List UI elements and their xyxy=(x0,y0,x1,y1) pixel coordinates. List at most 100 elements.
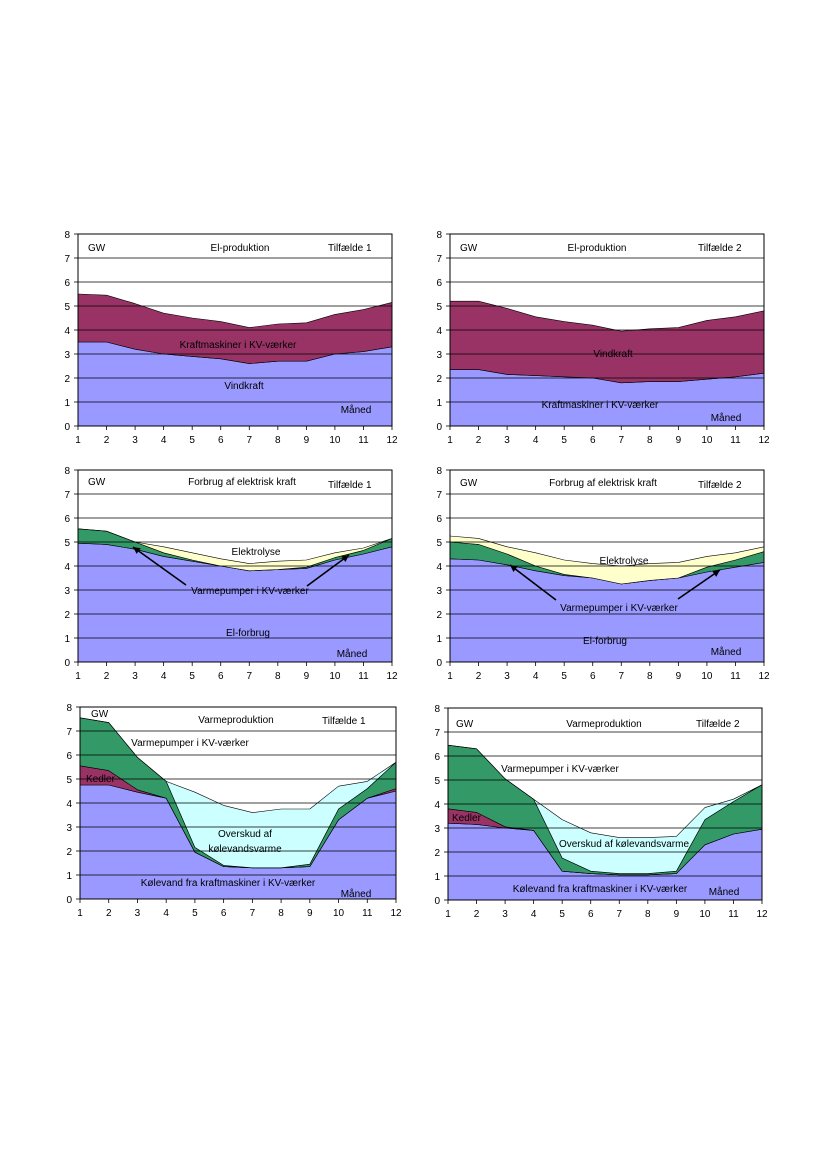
y-tick-label: 3 xyxy=(436,350,442,361)
x-tick-label: 9 xyxy=(676,435,682,446)
series-label: Elektrolyse xyxy=(232,547,281,558)
series-label: Kedler xyxy=(452,813,482,824)
x-tick-label: 9 xyxy=(304,671,310,682)
x-tick-label: 12 xyxy=(386,671,398,682)
y-tick-label: 5 xyxy=(64,538,70,549)
x-tick-label: 5 xyxy=(192,908,198,919)
series-label: Elektrolyse xyxy=(600,556,649,567)
x-tick-label: 10 xyxy=(701,435,713,446)
y-tick-label: 4 xyxy=(434,800,440,811)
chart-title: Varmeproduktion xyxy=(198,715,273,726)
x-tick-label: 10 xyxy=(701,671,713,682)
y-tick-label: 2 xyxy=(434,848,440,859)
annotation-arrow-3-1 xyxy=(306,554,350,587)
y-tick-label: 6 xyxy=(436,278,442,289)
x-tick-label: 9 xyxy=(674,909,680,920)
x-axis-label: Måned xyxy=(709,886,740,898)
x-tick-label: 7 xyxy=(618,671,624,682)
x-tick-label: 2 xyxy=(106,908,112,919)
x-tick-label: 3 xyxy=(504,435,510,446)
y-tick-label: 4 xyxy=(64,326,70,337)
x-tick-label: 6 xyxy=(588,909,594,920)
unit-label: GW xyxy=(88,477,106,488)
y-tick-label: 4 xyxy=(64,562,70,573)
annotation-arrow-4-0 xyxy=(509,564,557,601)
x-tick-label: 2 xyxy=(104,671,110,682)
y-tick-label: 6 xyxy=(64,514,70,525)
annotation-arrowhead-3-1 xyxy=(341,555,349,562)
x-tick-label: 4 xyxy=(533,435,539,446)
x-tick-label: 5 xyxy=(189,435,195,446)
y-tick-label: 0 xyxy=(66,895,72,906)
y-tick-label: 6 xyxy=(66,751,72,762)
y-tick-label: 8 xyxy=(66,703,72,714)
y-tick-label: 4 xyxy=(66,799,72,810)
y-tick-label: 7 xyxy=(64,490,70,501)
annotation-arrowhead-3-0 xyxy=(133,547,141,554)
x-axis-label: Måned xyxy=(341,888,372,900)
x-tick-label: 5 xyxy=(561,435,567,446)
y-tick-label: 2 xyxy=(66,847,72,858)
case-label: Tilfælde 2 xyxy=(696,719,740,730)
x-tick-label: 9 xyxy=(676,671,682,682)
y-tick-label: 5 xyxy=(64,302,70,313)
annotation-arrow-4-1 xyxy=(677,569,721,600)
y-tick-label: 7 xyxy=(66,727,72,738)
x-tick-label: 8 xyxy=(647,671,653,682)
y-tick-label: 3 xyxy=(64,586,70,597)
y-tick-label: 1 xyxy=(64,634,70,645)
series-label: Kraftmaskiner i KV-værker xyxy=(180,340,297,351)
x-axis-label: Måned xyxy=(337,648,368,660)
y-tick-label: 0 xyxy=(436,422,442,433)
chart-title: El-produktion xyxy=(568,243,627,254)
x-tick-label: 3 xyxy=(135,908,141,919)
y-tick-label: 0 xyxy=(64,422,70,433)
x-tick-label: 8 xyxy=(645,909,651,920)
unit-label: GW xyxy=(91,709,109,720)
y-tick-label: 1 xyxy=(434,872,440,883)
unit-label: GW xyxy=(456,719,474,730)
unit-label: GW xyxy=(88,243,106,254)
x-tick-label: 11 xyxy=(358,671,369,682)
x-tick-label: 7 xyxy=(616,909,622,920)
series-label: Varmepumper i KV-værker xyxy=(131,738,249,749)
series-label: Kraftmaskiner i KV-værker xyxy=(542,400,659,411)
x-tick-label: 8 xyxy=(647,435,653,446)
x-tick-label: 12 xyxy=(758,671,770,682)
annotation-label: Varmepumper i KV-værker xyxy=(191,586,309,597)
x-tick-label: 10 xyxy=(699,909,711,920)
x-tick-label: 12 xyxy=(390,908,402,919)
x-tick-label: 5 xyxy=(561,671,567,682)
y-tick-label: 6 xyxy=(434,752,440,763)
y-tick-label: 2 xyxy=(64,374,70,385)
x-tick-label: 5 xyxy=(559,909,565,920)
x-tick-label: 4 xyxy=(161,671,167,682)
x-tick-label: 11 xyxy=(730,435,741,446)
series-label-line2: kølevandsvarme xyxy=(208,844,282,855)
x-tick-label: 2 xyxy=(476,435,482,446)
x-tick-label: 4 xyxy=(531,909,537,920)
y-tick-label: 8 xyxy=(64,466,70,477)
annotation-arrowhead-4-1 xyxy=(712,570,720,577)
chart-title: Forbrug af elektrisk kraft xyxy=(549,478,657,489)
x-tick-label: 1 xyxy=(77,908,83,919)
y-tick-label: 6 xyxy=(64,278,70,289)
y-tick-label: 8 xyxy=(436,466,442,477)
x-tick-label: 3 xyxy=(132,435,138,446)
case-label: Tilfælde 2 xyxy=(698,243,742,254)
y-tick-label: 0 xyxy=(434,896,440,907)
chart-title: Varmeproduktion xyxy=(566,719,641,730)
x-tick-label: 4 xyxy=(163,908,169,919)
series-label: Varmepumper i KV-værker xyxy=(501,764,619,775)
x-tick-label: 7 xyxy=(250,908,256,919)
y-tick-label: 3 xyxy=(436,586,442,597)
annotation-label: Varmepumper i KV-værker xyxy=(560,603,678,614)
y-tick-label: 7 xyxy=(436,490,442,501)
x-tick-label: 12 xyxy=(756,909,768,920)
x-tick-label: 1 xyxy=(445,909,451,920)
y-tick-label: 1 xyxy=(436,398,442,409)
series-label: Kølevand fra kraftmaskiner i KV-værker xyxy=(141,878,316,889)
x-tick-label: 1 xyxy=(75,671,81,682)
